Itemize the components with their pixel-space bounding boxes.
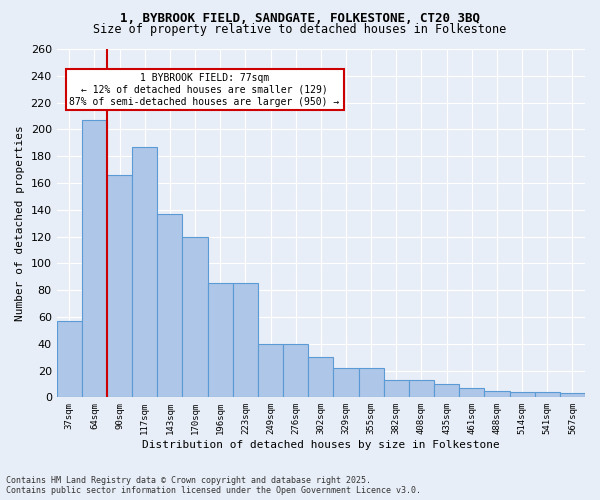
X-axis label: Distribution of detached houses by size in Folkestone: Distribution of detached houses by size … bbox=[142, 440, 500, 450]
Bar bbox=[157, 214, 182, 398]
Text: Size of property relative to detached houses in Folkestone: Size of property relative to detached ho… bbox=[94, 22, 506, 36]
Bar bbox=[334, 368, 359, 398]
Bar bbox=[107, 175, 132, 398]
Bar bbox=[535, 392, 560, 398]
Bar bbox=[283, 344, 308, 398]
Bar bbox=[208, 284, 233, 398]
Bar bbox=[484, 390, 509, 398]
Bar bbox=[409, 380, 434, 398]
Bar bbox=[308, 357, 334, 398]
Bar bbox=[56, 321, 82, 398]
Bar bbox=[182, 236, 208, 398]
Text: Contains HM Land Registry data © Crown copyright and database right 2025.
Contai: Contains HM Land Registry data © Crown c… bbox=[6, 476, 421, 495]
Bar bbox=[82, 120, 107, 398]
Bar bbox=[132, 147, 157, 398]
Bar bbox=[359, 368, 384, 398]
Text: 1 BYBROOK FIELD: 77sqm
← 12% of detached houses are smaller (129)
87% of semi-de: 1 BYBROOK FIELD: 77sqm ← 12% of detached… bbox=[70, 74, 340, 106]
Text: 1, BYBROOK FIELD, SANDGATE, FOLKESTONE, CT20 3BQ: 1, BYBROOK FIELD, SANDGATE, FOLKESTONE, … bbox=[120, 12, 480, 26]
Bar bbox=[459, 388, 484, 398]
Bar bbox=[384, 380, 409, 398]
Bar bbox=[233, 284, 258, 398]
Bar bbox=[509, 392, 535, 398]
Bar bbox=[258, 344, 283, 398]
Y-axis label: Number of detached properties: Number of detached properties bbox=[15, 126, 25, 321]
Bar bbox=[434, 384, 459, 398]
Bar bbox=[560, 394, 585, 398]
